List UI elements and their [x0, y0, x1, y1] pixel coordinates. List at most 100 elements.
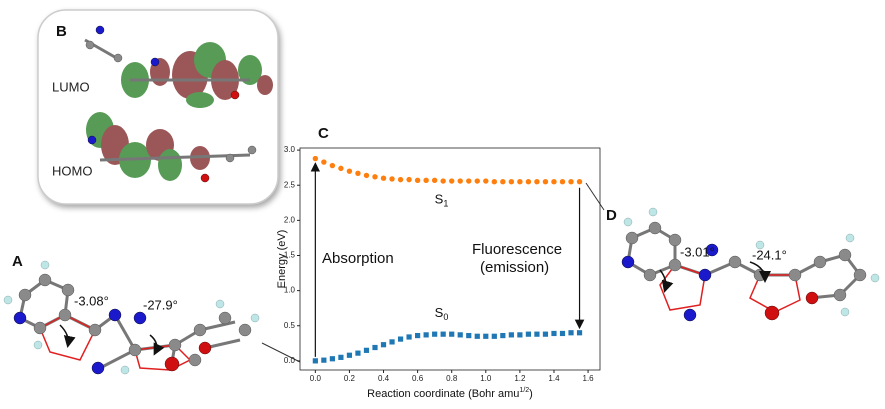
point — [559, 330, 566, 337]
point — [355, 350, 361, 356]
point — [559, 179, 566, 185]
point — [363, 172, 370, 179]
annotation: Absorption — [322, 250, 394, 267]
orbital-label: LUMO — [52, 79, 90, 94]
point — [449, 178, 455, 184]
point — [414, 177, 421, 184]
point — [542, 179, 549, 185]
point — [329, 162, 336, 169]
point — [338, 354, 344, 360]
state-letter: S — [435, 306, 444, 321]
point — [432, 331, 438, 337]
point — [389, 176, 395, 182]
point — [551, 330, 557, 337]
state-label: S0 — [435, 306, 449, 323]
state-letter: S — [435, 192, 444, 207]
point — [483, 178, 489, 184]
x-tick-label: 1.4 — [548, 374, 560, 383]
orbital-label: HOMO — [52, 163, 92, 178]
panel-letter: D — [606, 207, 617, 224]
point — [440, 331, 446, 337]
point — [483, 333, 489, 339]
dihedral-label: -24.1° — [752, 247, 787, 262]
panel-letter: B — [56, 23, 67, 40]
point — [474, 178, 480, 184]
state-label: S1 — [435, 192, 449, 209]
point — [534, 331, 540, 337]
x-tick-label: 0.0 — [310, 374, 322, 383]
annotation: Fluorescence — [472, 241, 562, 258]
point — [525, 331, 532, 337]
molecule-a: A -3.08° -27.9° — [3, 253, 260, 375]
x-tick-label: 0.6 — [412, 374, 424, 383]
point — [508, 179, 515, 185]
point — [525, 179, 532, 185]
point — [423, 177, 429, 184]
dihedral-label: -3.01° — [680, 244, 715, 259]
point — [406, 334, 412, 340]
point — [491, 179, 498, 185]
point — [321, 357, 327, 363]
y-axis-label: Energy (eV) — [276, 230, 288, 289]
point — [466, 332, 472, 339]
point — [500, 332, 506, 339]
y-tick-label: 2.5 — [284, 180, 296, 189]
point — [568, 179, 574, 185]
annotation: (emission) — [480, 259, 549, 276]
y-tick-label: 1.0 — [284, 286, 296, 295]
x-tick-label: 1.6 — [583, 374, 595, 383]
point — [551, 179, 557, 185]
y-tick-label: 2.0 — [284, 215, 296, 224]
point — [321, 159, 327, 165]
point — [406, 176, 412, 183]
y-tick-label: 1.5 — [284, 251, 296, 260]
point — [380, 175, 387, 181]
point — [415, 332, 421, 339]
point — [312, 358, 318, 364]
y-tick-label: 0.0 — [284, 356, 296, 365]
point — [397, 336, 404, 342]
point — [500, 179, 506, 185]
y-tick-label: 3.0 — [284, 145, 296, 154]
x-axis-label: Reaction coordinate (Bohr amu1/2) — [367, 387, 533, 400]
point — [380, 342, 387, 348]
point — [534, 179, 540, 185]
point — [372, 344, 378, 351]
point — [517, 179, 523, 185]
point — [423, 332, 429, 338]
state-sub: 1 — [443, 199, 448, 209]
point — [508, 332, 514, 338]
point — [568, 330, 574, 336]
dihedral-label: -3.08° — [74, 293, 109, 308]
point — [397, 176, 404, 183]
point — [389, 339, 395, 345]
point — [355, 170, 361, 176]
plot-area — [299, 147, 601, 371]
point — [466, 178, 472, 184]
x-axis-label-end: ) — [529, 388, 533, 400]
point — [542, 331, 549, 337]
x-tick-label: 0.8 — [446, 374, 458, 383]
point — [363, 347, 370, 353]
point — [440, 178, 446, 184]
state-sub: 0 — [443, 313, 448, 323]
panel-letter: C — [318, 125, 329, 142]
point — [576, 330, 583, 336]
x-tick-label: 0.4 — [378, 374, 390, 383]
y-tick-label: 0.5 — [284, 321, 296, 330]
point — [346, 352, 353, 358]
x-tick-label: 1.0 — [480, 374, 492, 383]
point — [431, 177, 438, 184]
point — [474, 333, 480, 339]
point — [457, 332, 463, 338]
panel-b: B LUMO HOMO — [37, 9, 279, 205]
x-axis-label-sup: 1/2 — [519, 387, 529, 394]
point — [372, 174, 378, 180]
point — [346, 168, 353, 174]
dihedral-label: -27.9° — [143, 297, 178, 312]
point — [457, 178, 463, 184]
point — [576, 179, 583, 185]
chart: C Energy (eV) Reaction coordinate (Bohr … — [276, 125, 562, 400]
point — [329, 356, 335, 362]
point — [338, 165, 344, 172]
